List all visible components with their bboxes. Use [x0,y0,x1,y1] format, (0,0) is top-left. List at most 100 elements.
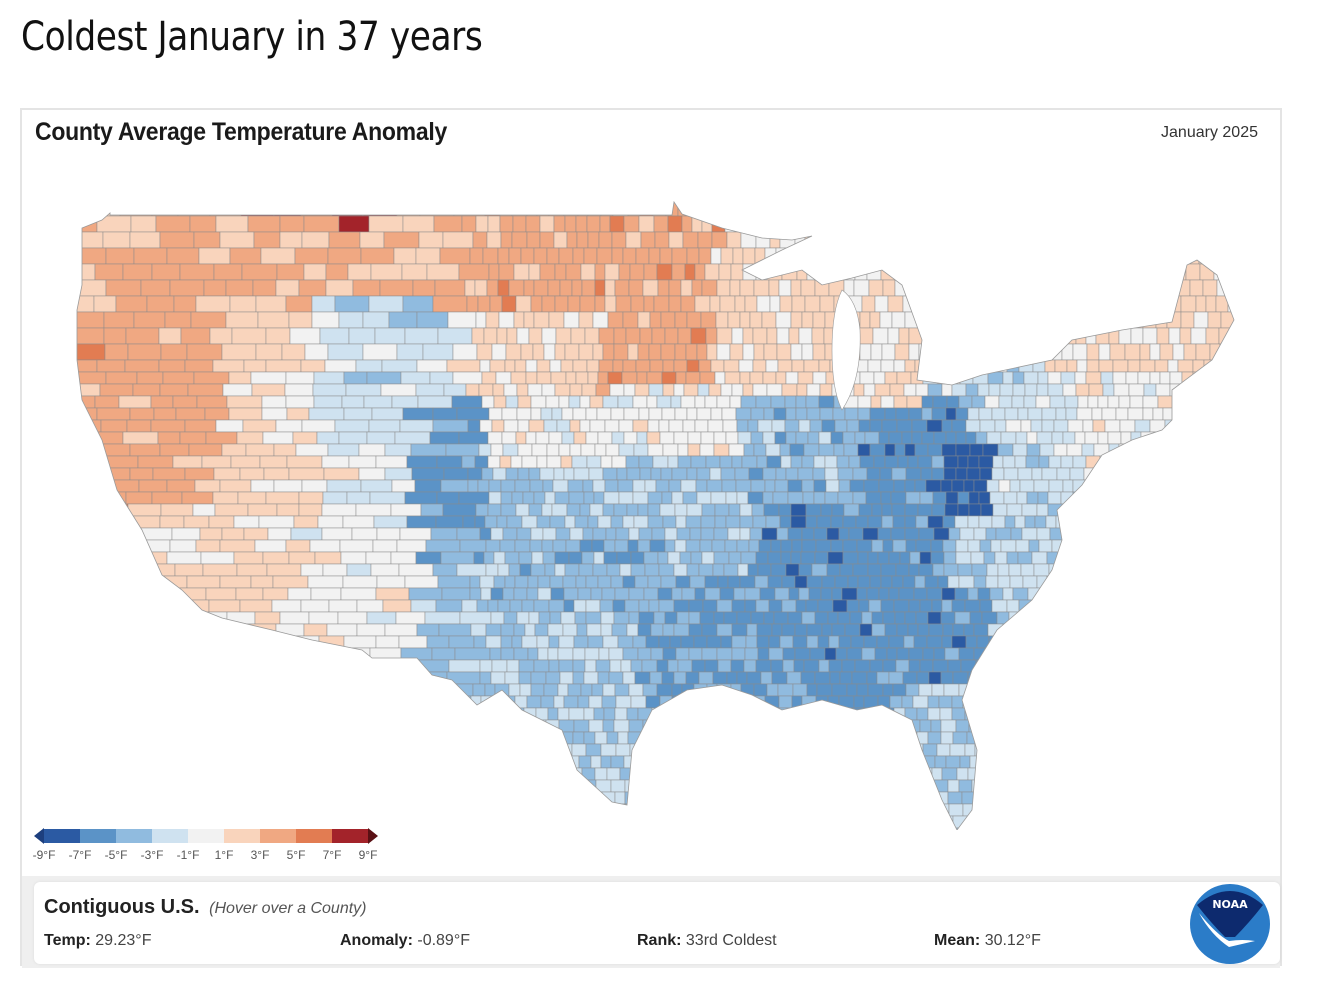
county-cell[interactable] [733,587,746,601]
county-cell[interactable] [105,247,135,265]
county-cell[interactable] [863,791,878,805]
county-cell[interactable] [677,327,692,345]
county-cell[interactable] [884,371,898,385]
county-cell[interactable] [1102,383,1115,397]
county-cell[interactable] [324,359,357,373]
county-cell[interactable] [1170,467,1183,481]
county-cell[interactable] [783,803,796,817]
county-cell[interactable] [694,419,709,433]
county-cell[interactable] [714,371,726,385]
county-cell[interactable] [598,327,615,345]
county-cell[interactable] [212,359,245,373]
county-cell[interactable] [1078,647,1091,661]
county-cell[interactable] [1009,479,1021,493]
county-cell[interactable] [288,467,325,481]
county-cell[interactable] [1220,755,1233,769]
county-cell[interactable] [261,767,289,781]
county-cell[interactable] [954,515,969,529]
county-cell[interactable] [700,779,715,793]
county-cell[interactable] [1159,371,1171,385]
county-cell[interactable] [653,611,666,625]
county-cell[interactable] [1176,563,1193,577]
county-cell[interactable] [331,779,366,793]
county-cell[interactable] [1018,359,1034,373]
county-cell[interactable] [688,647,703,661]
county-cell[interactable] [341,707,369,721]
county-cell[interactable] [634,671,651,685]
county-cell[interactable] [564,343,580,361]
county-cell[interactable] [289,327,321,345]
county-cell[interactable] [445,443,480,457]
county-cell[interactable] [959,279,971,297]
county-cell[interactable] [1112,623,1125,637]
county-cell[interactable] [1193,551,1208,565]
county-cell[interactable] [346,563,372,577]
county-cell[interactable] [1052,815,1066,829]
county-cell[interactable] [1088,503,1105,517]
county-cell[interactable] [72,779,97,793]
county-cell[interactable] [1031,599,1046,613]
county-cell[interactable] [1096,659,1111,673]
county-cell[interactable] [366,371,402,385]
county-cell[interactable] [1136,647,1151,661]
county-cell[interactable] [490,611,505,625]
county-cell[interactable] [1208,731,1224,745]
county-cell[interactable] [594,279,606,297]
county-cell[interactable] [700,311,717,329]
county-cell[interactable] [585,599,601,613]
county-cell[interactable] [725,431,739,445]
county-cell[interactable] [506,327,518,345]
county-cell[interactable] [519,767,531,781]
county-cell[interactable] [279,231,303,249]
county-cell[interactable] [603,539,616,553]
county-cell[interactable] [933,527,950,541]
county-cell[interactable] [638,803,653,817]
county-cell[interactable] [884,443,896,457]
county-cell[interactable] [181,767,209,781]
county-cell[interactable] [728,503,741,517]
county-cell[interactable] [959,527,975,541]
county-cell[interactable] [746,215,759,233]
county-cell[interactable] [95,491,127,505]
county-cell[interactable] [868,719,880,733]
county-cell[interactable] [857,443,871,457]
county-cell[interactable] [822,215,834,233]
county-cell[interactable] [1052,767,1064,781]
county-cell[interactable] [543,755,557,769]
county-cell[interactable] [539,827,553,830]
county-cell[interactable] [367,683,393,697]
county-cell[interactable] [549,359,562,373]
county-cell[interactable] [504,551,520,565]
county-cell[interactable] [685,539,701,553]
county-cell[interactable] [72,491,97,505]
county-cell[interactable] [563,200,579,217]
county-cell[interactable] [205,431,238,445]
county-cell[interactable] [1154,539,1168,553]
county-cell[interactable] [864,431,880,445]
county-cell[interactable] [221,443,247,457]
county-cell[interactable] [604,263,620,281]
county-cell[interactable] [485,635,502,649]
county-cell[interactable] [806,683,818,697]
county-cell[interactable] [1192,479,1208,493]
county-cell[interactable] [1111,479,1125,493]
county-cell[interactable] [119,791,150,805]
county-cell[interactable] [794,743,807,757]
county-cell[interactable] [298,279,327,297]
county-cell[interactable] [940,731,954,745]
county-cell[interactable] [1216,455,1232,469]
county-cell[interactable] [1143,539,1156,553]
county-cell[interactable] [1072,491,1087,505]
county-cell[interactable] [1209,623,1226,637]
county-cell[interactable] [402,407,434,421]
county-cell[interactable] [1056,467,1071,481]
county-cell[interactable] [415,247,441,265]
county-cell[interactable] [1064,707,1080,721]
county-cell[interactable] [906,200,918,217]
county-cell[interactable] [789,443,805,457]
county-cell[interactable] [1058,683,1072,697]
county-cell[interactable] [951,215,967,233]
county-cell[interactable] [605,527,617,541]
county-cell[interactable] [481,371,497,385]
county-cell[interactable] [822,767,835,781]
